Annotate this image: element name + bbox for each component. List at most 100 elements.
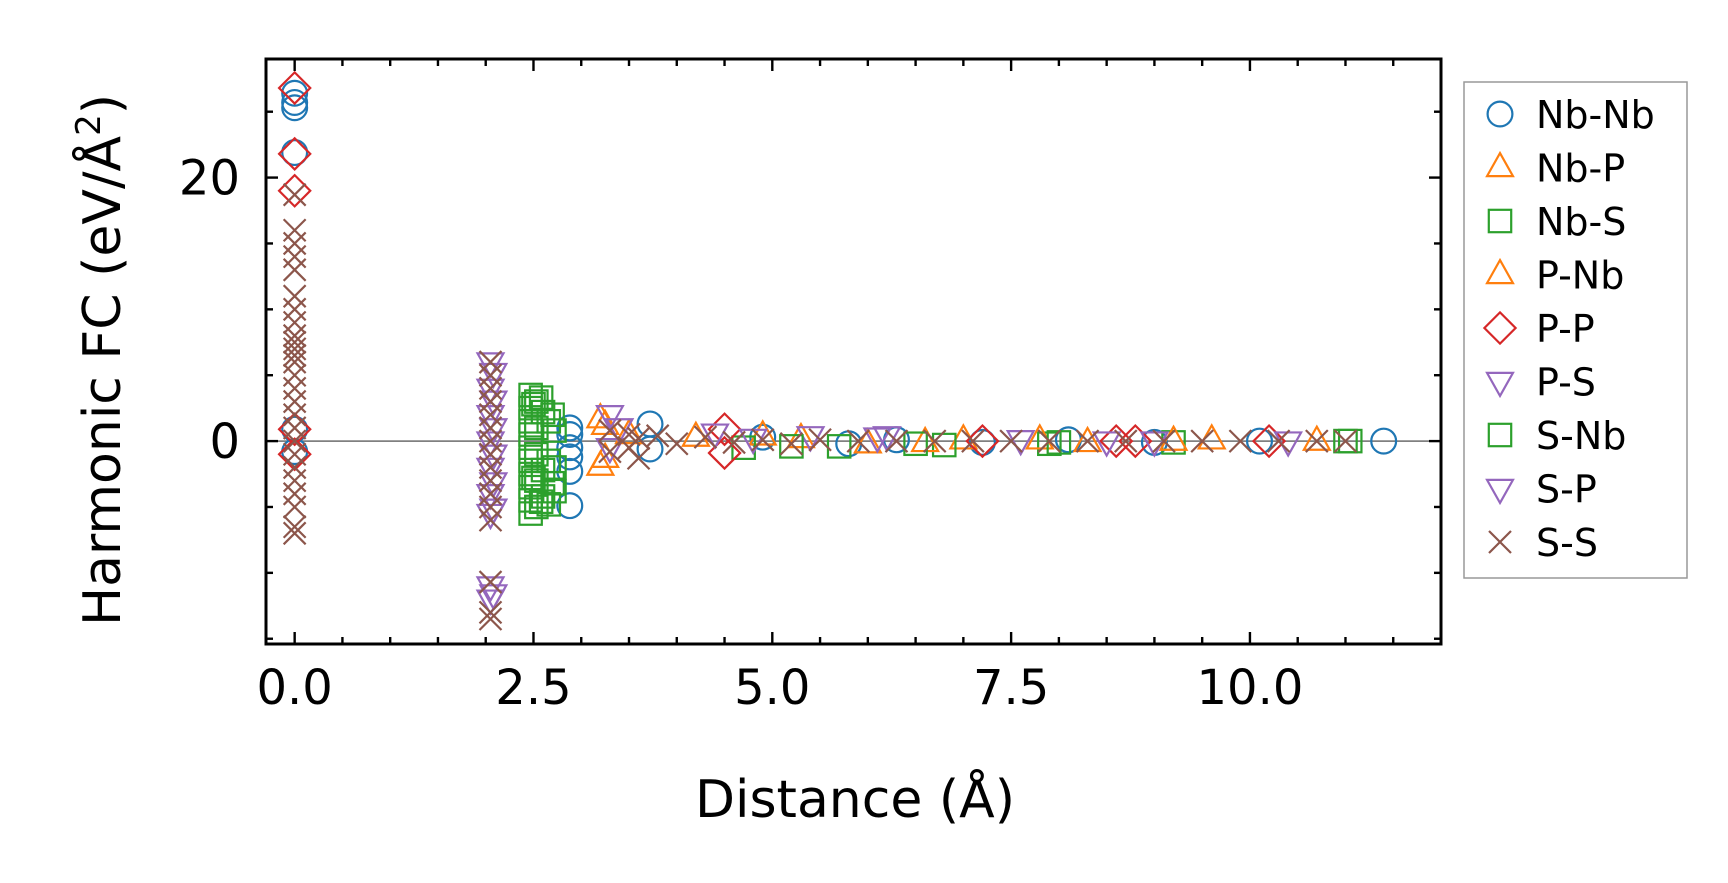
- data-point: [478, 570, 503, 594]
- data-point: [521, 465, 546, 491]
- axes: 0.0 2.5 5.0 7.5 10.0 0 20: [179, 57, 1443, 716]
- data-point: [1245, 427, 1273, 455]
- data-point: [475, 457, 506, 485]
- data-point: [693, 425, 718, 449]
- x-tick-label: 0.0: [256, 660, 332, 716]
- data-point: [1118, 423, 1153, 459]
- data-point: [1305, 429, 1329, 453]
- data-point: [475, 431, 506, 458]
- legend-label: S-P: [1536, 468, 1597, 512]
- data-point: [281, 139, 309, 167]
- data-point: [931, 432, 957, 458]
- data-point: [1266, 429, 1291, 453]
- x-tick-label: 10.0: [1197, 660, 1304, 716]
- data-point: [664, 431, 689, 456]
- data-point: [779, 431, 804, 456]
- legend-item: P-Nb: [1485, 254, 1624, 298]
- legend-marker: [1485, 257, 1515, 285]
- data-point: [536, 492, 562, 517]
- legend: Nb-Nb Nb-P Nb-S P-Nb P-P P-S S-Nb S-P S-S: [1463, 81, 1688, 579]
- data-point: [518, 422, 543, 447]
- data-point: [645, 424, 670, 448]
- legend-label: P-P: [1536, 307, 1595, 351]
- data-point: [903, 431, 928, 457]
- data-point: [999, 429, 1023, 453]
- data-point: [518, 448, 543, 474]
- data-point: [595, 405, 625, 432]
- data-point: [1037, 429, 1062, 453]
- data-point: [846, 429, 871, 453]
- data-point: [852, 427, 883, 454]
- data-point: [478, 600, 503, 625]
- data-point: [282, 182, 307, 207]
- data-point: [1072, 425, 1103, 453]
- legend-frame: [1463, 81, 1688, 579]
- data-point: [478, 508, 503, 532]
- legend-item: P-S: [1485, 361, 1596, 405]
- data-point: [1370, 427, 1398, 455]
- data-point: [540, 402, 565, 428]
- data-point: [282, 343, 307, 368]
- legend-label: Nb-Nb: [1536, 93, 1655, 137]
- legend-item: Nb-S: [1487, 200, 1626, 244]
- data-point: [700, 423, 730, 450]
- data-point: [1075, 429, 1100, 453]
- data-point: [1228, 429, 1253, 453]
- data-point: [750, 427, 775, 452]
- data-point: [626, 446, 651, 471]
- data-point: [556, 421, 584, 449]
- data-point: [1337, 428, 1363, 454]
- data-point: [722, 430, 746, 455]
- data-point: [598, 439, 622, 464]
- legend-marker: [1488, 530, 1512, 554]
- legend-label: P-S: [1536, 361, 1596, 405]
- legend-marker: [1485, 150, 1515, 178]
- plot-frame: [264, 57, 1443, 646]
- x-tick-label: 5.0: [734, 660, 810, 716]
- series-s-nb: [521, 385, 1363, 515]
- y-axis-label: Harmonic FC (eV/Å2): [69, 94, 133, 626]
- data-point: [282, 514, 307, 539]
- legend-label: P-Nb: [1536, 254, 1624, 298]
- legend-marker: [1482, 310, 1518, 346]
- data-point: [556, 492, 584, 520]
- data-point: [626, 426, 651, 451]
- data-point: [808, 427, 832, 452]
- data-point: [478, 607, 503, 631]
- data-point: [540, 470, 565, 496]
- data-point: [862, 427, 893, 454]
- data-point: [1301, 424, 1332, 451]
- legend-item: S-Nb: [1487, 414, 1626, 458]
- data-point: [281, 94, 309, 122]
- data-point: [1152, 429, 1176, 453]
- x-tick-label: 2.5: [495, 660, 571, 716]
- data-point: [795, 426, 826, 453]
- legend-marker: [1487, 208, 1513, 234]
- data-point: [1113, 429, 1138, 453]
- legend-label: Nb-P: [1536, 147, 1625, 191]
- data-point: [282, 521, 307, 546]
- data-point: [277, 437, 312, 472]
- legend-label: S-S: [1536, 521, 1598, 565]
- plot-area: [266, 70, 1441, 631]
- data-point: [1333, 429, 1358, 453]
- series-s-s: [282, 182, 1358, 631]
- data-point: [536, 409, 562, 434]
- data-point: [542, 418, 567, 443]
- data-point: [961, 429, 985, 453]
- legend-label: S-Nb: [1536, 414, 1626, 458]
- legend-item: P-P: [1482, 307, 1595, 351]
- data-point: [1091, 431, 1122, 458]
- data-point: [1037, 431, 1062, 457]
- data-point: [475, 405, 506, 432]
- data-point: [598, 418, 622, 443]
- data-point: [282, 495, 307, 519]
- data-point: [1190, 429, 1214, 453]
- legend-item: S-P: [1485, 468, 1597, 512]
- series-nb-s: [518, 382, 1358, 526]
- data-point: [475, 484, 506, 511]
- y-tick-label: 0: [209, 414, 240, 470]
- data-point: [281, 79, 309, 107]
- data-point: [282, 258, 307, 282]
